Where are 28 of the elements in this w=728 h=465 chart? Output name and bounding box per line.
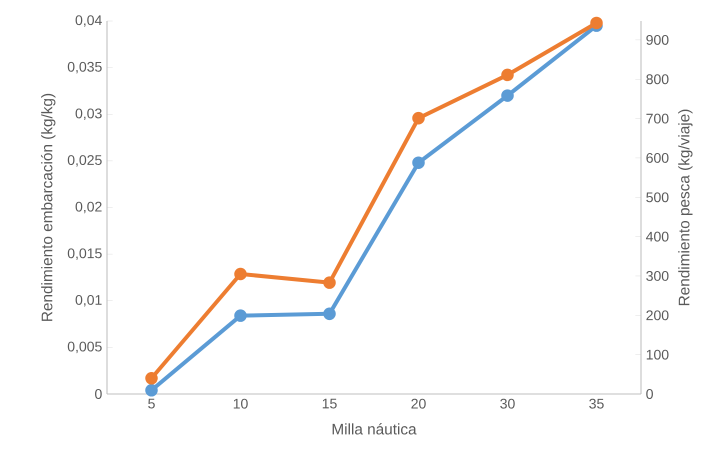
- x-tick-label: 20: [411, 398, 426, 409]
- y-tick-label: 0,025: [68, 155, 102, 167]
- y-tick-label: 0,03: [76, 108, 102, 120]
- y2-tick-label: 800: [646, 74, 669, 84]
- x-axis-title: Milla náutica: [332, 423, 417, 435]
- y2-tick-label: 0: [646, 389, 653, 399]
- y2-tick-label: 600: [646, 152, 669, 163]
- x-tick-label: 15: [322, 398, 337, 408]
- y2-tick-label: 200: [646, 310, 669, 320]
- y-axis-title: Rendimiento embarcación (kg/kg): [40, 94, 56, 321]
- y2-tick-label: 900: [646, 34, 669, 45]
- y2-tick-label: 100: [646, 350, 669, 360]
- y2-tick-label: 500: [646, 192, 669, 202]
- y-tick-label: 0,04: [76, 15, 102, 27]
- y-tick-label: 0,015: [68, 248, 102, 260]
- y-tick-label: 0: [95, 389, 102, 399]
- y-tick-label: 0,005: [68, 342, 102, 354]
- y2-axis-title: Rendimiento pesca (kg/viaje): [678, 110, 693, 306]
- x-tick-label: 5: [148, 398, 155, 408]
- y2-tick-label: 700: [646, 114, 669, 124]
- y-tick-label: 0,01: [76, 294, 102, 307]
- y-tick-label: 0,035: [68, 62, 102, 74]
- x-tick-label: 10: [234, 398, 248, 409]
- x-tick-label: 35: [589, 398, 604, 409]
- y2-tick-label: 400: [646, 232, 669, 242]
- y2-tick-label: 300: [646, 271, 669, 281]
- y-tick-label: 0,02: [76, 202, 102, 214]
- x-tick-label: 30: [500, 398, 515, 409]
